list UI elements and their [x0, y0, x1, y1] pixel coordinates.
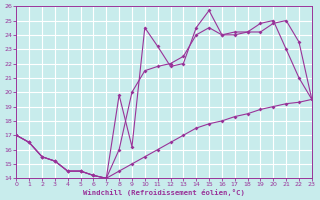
- X-axis label: Windchill (Refroidissement éolien,°C): Windchill (Refroidissement éolien,°C): [83, 189, 245, 196]
